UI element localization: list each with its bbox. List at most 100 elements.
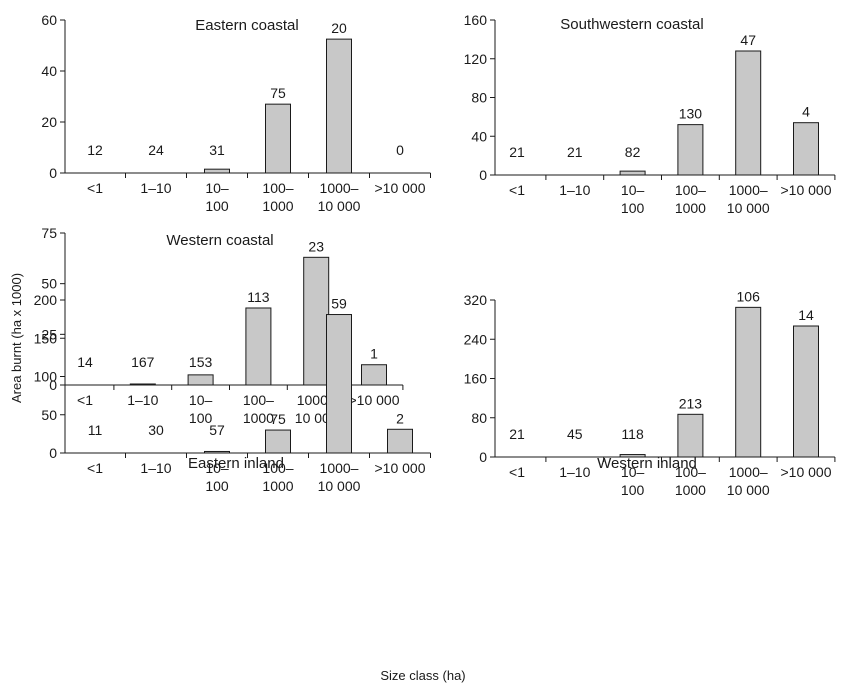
panel-title: Eastern coastal xyxy=(195,17,298,34)
panel-title: Western inland xyxy=(597,455,697,472)
y-axis-title: Area burnt (ha x 1000) xyxy=(9,273,24,403)
bar-count-label: 12 xyxy=(87,142,103,158)
x-tick-label: <1 xyxy=(87,180,103,196)
y-tick-label: 0 xyxy=(479,167,487,183)
bar-count-label: 45 xyxy=(567,426,583,442)
bar-count-label: 47 xyxy=(740,32,756,48)
bar-count-label: 23 xyxy=(308,238,324,254)
bar-count-label: 2 xyxy=(396,410,404,426)
panel-title: Western coastal xyxy=(166,232,273,249)
bar xyxy=(361,364,387,386)
y-tick-label: 80 xyxy=(471,90,487,106)
y-tick-label: 25 xyxy=(41,326,57,342)
bar-count-label: 20 xyxy=(331,20,347,36)
x-tick-label: 1–10 xyxy=(559,464,590,480)
x-tick-label: 1000– 10 000 xyxy=(318,460,361,494)
y-tick-label: 200 xyxy=(34,292,58,308)
x-tick-label: >10 000 xyxy=(349,392,400,408)
x-tick-label: >10 000 xyxy=(375,460,426,476)
chart-panel-1: 0 20 40 60 12 <1 24 1–10 31 10– 100 75 100– 1000 20 100… xyxy=(41,12,431,214)
bar xyxy=(187,374,214,386)
bar xyxy=(204,168,230,174)
x-tick-label: 1000– 10 000 xyxy=(727,182,770,216)
x-tick-label: 1–10 xyxy=(140,460,171,476)
y-tick-label: 60 xyxy=(41,12,57,28)
chart-panel-2: 0 40 80 120 160 21 <1 21 1–10 82 10– 100 130 100– 1000… xyxy=(464,12,836,216)
bar-count-label: 167 xyxy=(131,354,155,370)
x-tick-label: 100– 1000 xyxy=(675,182,706,216)
y-tick-label: 20 xyxy=(41,114,57,130)
bar-count-label: 113 xyxy=(247,289,270,305)
bar xyxy=(793,325,819,458)
bar xyxy=(677,124,704,176)
bar xyxy=(387,428,413,454)
bar xyxy=(129,383,156,386)
x-tick-label: 100– 1000 xyxy=(262,460,293,494)
x-tick-label: >10 000 xyxy=(781,182,832,198)
y-tick-label: 75 xyxy=(41,225,57,241)
y-tick-label: 0 xyxy=(49,445,57,461)
bar-count-label: 57 xyxy=(209,422,225,438)
y-tick-label: 240 xyxy=(464,331,488,347)
bar-count-label: 31 xyxy=(209,142,225,158)
bar xyxy=(265,429,291,454)
bar-count-label: 106 xyxy=(737,288,761,304)
bar xyxy=(326,38,352,174)
x-tick-label: 10– 100 xyxy=(205,460,229,494)
x-tick-label: 10– 100 xyxy=(205,180,229,214)
bar xyxy=(677,413,704,458)
y-tick-label: 320 xyxy=(464,292,488,308)
y-tick-label: 80 xyxy=(471,410,487,426)
y-tick-label: 50 xyxy=(41,407,57,423)
bar-count-label: 21 xyxy=(509,426,525,442)
x-tick-label: <1 xyxy=(87,460,103,476)
y-tick-label: 0 xyxy=(479,449,487,465)
bar-count-label: 11 xyxy=(88,422,103,438)
bar xyxy=(735,50,762,176)
x-tick-label: 1–10 xyxy=(127,392,158,408)
bar-count-label: 21 xyxy=(509,144,525,160)
bar-count-label: 130 xyxy=(679,106,703,122)
bar-count-label: 153 xyxy=(189,354,213,370)
x-tick-label: 100– 1000 xyxy=(262,180,293,214)
x-tick-label: 1000– 10 000 xyxy=(318,180,361,214)
bar-count-label: 30 xyxy=(148,422,164,438)
x-tick-label: 1–10 xyxy=(559,182,590,198)
x-tick-label: >10 000 xyxy=(375,180,426,196)
bar xyxy=(245,307,272,386)
bar xyxy=(204,450,230,454)
bar-count-label: 14 xyxy=(77,354,93,370)
bar xyxy=(303,256,330,386)
x-tick-label: <1 xyxy=(509,182,525,198)
x-axis-title: Size class (ha) xyxy=(380,668,465,683)
y-tick-label: 0 xyxy=(49,165,57,181)
x-tick-label: 1–10 xyxy=(140,180,171,196)
bar-count-label: 75 xyxy=(270,85,286,101)
x-tick-label: 1000– 10 000 xyxy=(727,464,770,498)
y-tick-label: 40 xyxy=(41,63,57,79)
bar xyxy=(619,170,646,176)
x-tick-label: 100– 1000 xyxy=(243,392,274,426)
x-tick-label: <1 xyxy=(509,464,525,480)
chart-panel-5: 0 80 160 240 320 21 <1 45 1–10 118 10– 100 213 100– 10… xyxy=(464,288,836,498)
bar xyxy=(265,103,291,174)
y-tick-label: 0 xyxy=(49,377,57,393)
bar-count-label: 24 xyxy=(148,142,164,158)
chart-panel-3: 0 25 50 75 14 <1 167 1–10 153 10– 100 113 100– 1000 23… xyxy=(41,225,404,426)
bar xyxy=(326,314,352,454)
bar-count-label: 82 xyxy=(625,144,641,160)
bar xyxy=(619,454,646,458)
y-tick-label: 50 xyxy=(41,276,57,292)
x-tick-label: 10– 100 xyxy=(621,182,645,216)
bar-count-label: 213 xyxy=(679,395,703,411)
panel-title: Southwestern coastal xyxy=(560,16,703,33)
bar-count-label: 0 xyxy=(396,142,404,158)
x-tick-label: 10– 100 xyxy=(189,392,213,426)
y-tick-label: 150 xyxy=(34,330,58,346)
bar-count-label: 59 xyxy=(331,296,347,312)
bar-count-label: 75 xyxy=(270,411,286,427)
panel-title: Eastern inland xyxy=(188,455,284,472)
y-tick-label: 120 xyxy=(464,51,488,67)
